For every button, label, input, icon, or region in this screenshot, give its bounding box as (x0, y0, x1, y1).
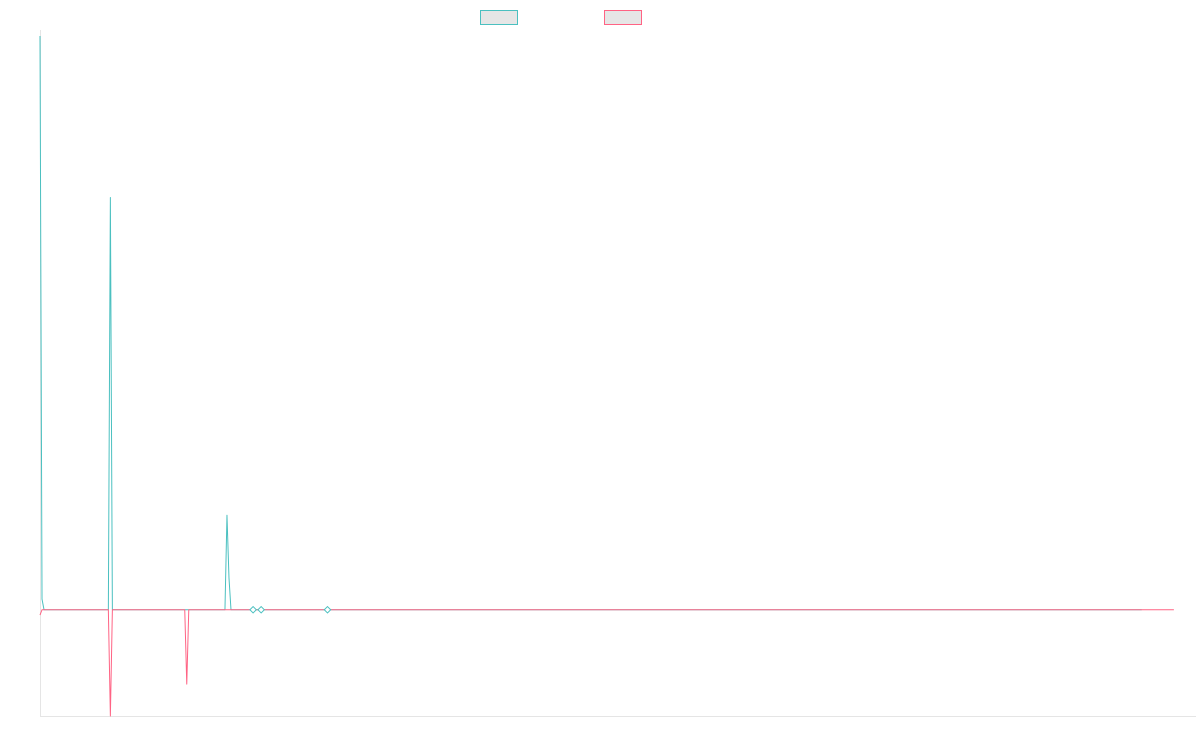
legend-item-series-1[interactable] (480, 9, 524, 26)
series-line-2 (39, 609, 1174, 717)
marker-layer (249, 605, 332, 614)
series-layer (39, 35, 1174, 717)
data-point-marker-2[interactable] (257, 605, 266, 614)
legend-swatch-series-2 (604, 10, 642, 25)
chart-legend (0, 9, 1200, 27)
data-point-marker-3[interactable] (323, 605, 332, 614)
legend-swatch-series-1 (480, 10, 518, 25)
data-point-marker-1[interactable] (249, 605, 258, 614)
legend-item-series-2[interactable] (604, 9, 648, 26)
series-line-1 (39, 35, 1142, 611)
